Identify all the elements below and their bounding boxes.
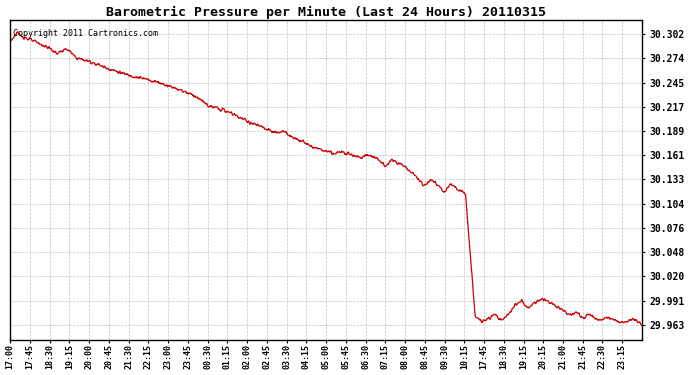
Text: Copyright 2011 Cartronics.com: Copyright 2011 Cartronics.com — [13, 29, 158, 38]
Title: Barometric Pressure per Minute (Last 24 Hours) 20110315: Barometric Pressure per Minute (Last 24 … — [106, 6, 546, 19]
